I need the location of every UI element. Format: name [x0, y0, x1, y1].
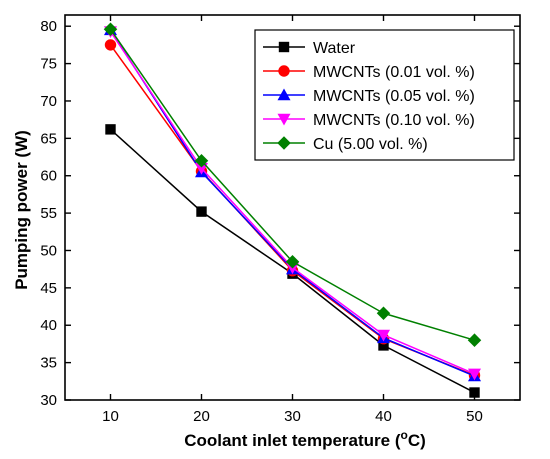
y-tick-label: 30	[40, 392, 57, 409]
legend-entry: Cu (5.00 vol. %)	[263, 136, 428, 153]
y-tick-label: 50	[40, 242, 57, 259]
y-tick-label: 35	[40, 355, 57, 372]
y-tick-label: 60	[40, 168, 57, 185]
y-tick-label: 65	[40, 130, 57, 147]
legend-label: Water	[313, 40, 356, 57]
y-tick-label: 80	[40, 18, 57, 35]
data-point	[467, 333, 482, 347]
data-point	[378, 340, 389, 351]
data-point	[105, 124, 116, 135]
legend-marker	[278, 65, 290, 77]
x-axis-title-main: Coolant inlet temperature (	[184, 431, 401, 450]
legend-label: MWCNTs (0.01 vol. %)	[313, 64, 475, 81]
y-axis-title: Pumping power (W)	[12, 130, 31, 290]
legend-marker	[277, 136, 291, 150]
legend-entry: MWCNTs (0.05 vol. %)	[263, 88, 475, 105]
y-tick-label: 55	[40, 205, 57, 222]
x-tick-label: 10	[102, 408, 119, 425]
plot-area	[103, 22, 482, 398]
data-point	[285, 254, 300, 269]
data-point	[104, 39, 117, 51]
legend-label: Cu (5.00 vol. %)	[313, 136, 428, 153]
data-point	[468, 368, 481, 381]
data-point	[194, 154, 209, 168]
axes: 30 35 40 45 50 55 60 65 70 75 80 10 20 30 40 50	[40, 14, 521, 425]
series-5	[103, 22, 482, 347]
legend-label: MWCNTs (0.05 vol. %)	[313, 88, 475, 105]
legend-label: MWCNTs (0.10 vol. %)	[313, 112, 475, 129]
legend-entry: Water	[263, 40, 356, 57]
data-point	[469, 387, 480, 398]
x-tick-label: 50	[466, 408, 483, 425]
x-tick-label: 20	[193, 408, 210, 425]
legend-marker	[277, 88, 291, 101]
x-tick-label: 30	[284, 408, 301, 425]
data-point	[376, 306, 391, 321]
x-axis-title: Coolant inlet temperature (oC)	[184, 428, 426, 450]
legend-marker	[278, 41, 290, 53]
legend-entry: MWCNTs (0.10 vol. %)	[263, 112, 475, 129]
data-point	[377, 329, 390, 342]
x-tick-label: 40	[375, 408, 392, 425]
legend-marker	[277, 113, 291, 126]
data-point	[196, 206, 207, 217]
y-tick-label: 40	[40, 317, 57, 334]
x-axis-title-suffix: C)	[408, 431, 426, 450]
y-tick-label: 45	[40, 280, 57, 297]
y-tick-label: 70	[40, 93, 57, 110]
y-tick-label: 75	[40, 56, 57, 73]
x-axis-title-superscript: o	[401, 428, 408, 442]
legend: Water MWCNTs (0.01 vol. %) MWCNTs (0.05 vo…	[254, 29, 515, 161]
data-point	[195, 163, 208, 175]
legend-entry: MWCNTs (0.01 vol. %)	[263, 64, 475, 81]
data-point	[103, 22, 118, 36]
